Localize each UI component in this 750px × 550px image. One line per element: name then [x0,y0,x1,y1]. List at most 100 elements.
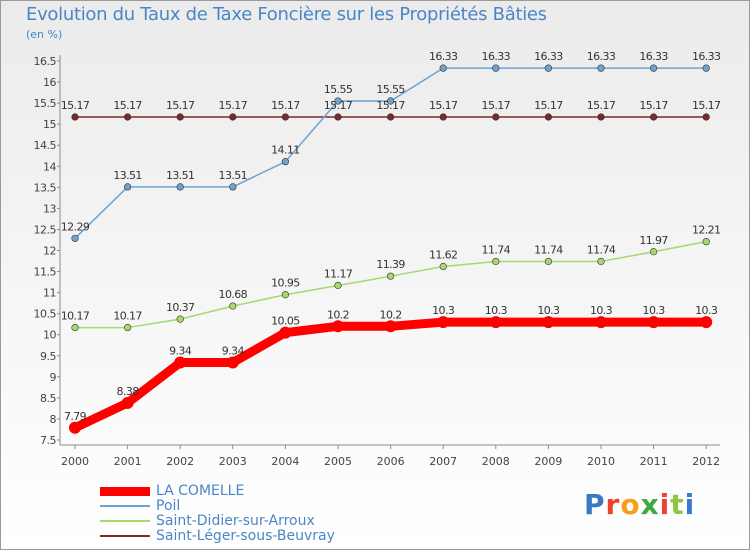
data-point [544,257,553,266]
y-tick-label: 9 [50,371,57,384]
data-point [595,316,607,329]
y-tick-label: 12 [43,245,56,258]
data-point [176,183,184,191]
data-label: 9.34 [222,345,245,358]
data-label: 10.37 [166,301,195,314]
data-point [226,356,239,369]
data-label: 13.51 [113,169,142,182]
data-point [439,113,447,121]
data-label: 15.17 [61,99,90,112]
data-point [71,234,79,242]
legend-swatch [100,535,150,537]
data-label: 15.17 [113,99,142,112]
y-tick-label: 11 [43,287,56,300]
data-label: 13.51 [219,169,248,182]
logo-letter: i [684,488,696,521]
chart-title: Evolution du Taux de Taxe Foncière sur l… [26,4,547,25]
data-label: 15.17 [639,99,668,112]
logo-letter: o [620,488,641,521]
data-point [544,113,553,121]
data-point [387,113,395,121]
data-label: 13.51 [166,169,195,182]
data-label: 10.17 [61,310,90,323]
x-tick-label: 2001 [114,455,142,468]
x-tick-label: 2010 [587,455,615,468]
data-point [492,257,500,266]
data-point [597,257,605,266]
data-label: 16.33 [692,50,721,63]
data-label: 11.17 [324,267,353,280]
x-tick-label: 2012 [692,455,720,468]
logo-letter: r [605,488,621,521]
data-label: 15.17 [482,99,511,112]
data-point [229,113,237,121]
data-point [123,323,132,332]
y-tick-label: 16 [43,76,56,89]
x-tick-label: 2007 [429,455,457,468]
data-point [334,281,342,290]
data-point [437,316,450,329]
data-point [492,113,500,121]
legend-label: LA COMELLE [156,483,245,499]
data-point [439,262,447,271]
legend-swatch [100,487,150,496]
data-label: 16.33 [482,50,511,63]
legend-swatch [100,505,150,507]
data-point [334,97,342,105]
y-tick-label: 7.5 [40,434,56,447]
data-label: 15.17 [166,99,195,112]
x-tick-label: 2009 [534,455,562,468]
data-label: 15.55 [376,83,405,96]
legend-label: Poil [156,498,181,514]
y-tick-label: 9.5 [40,350,56,363]
data-point [334,113,342,121]
data-point [649,248,658,256]
y-tick-label: 11.5 [34,266,57,279]
logo-letter: i [659,488,671,521]
data-label: 16.33 [534,50,563,63]
data-label: 10.2 [327,308,349,321]
data-point [176,113,184,121]
y-tick-label: 14 [43,160,56,173]
data-point [229,183,237,191]
x-tick-label: 2003 [219,455,247,468]
data-label: 15.17 [429,99,458,112]
data-point [123,183,132,191]
data-point [492,64,500,72]
y-tick-label: 8 [50,413,57,426]
data-point [597,64,605,72]
data-label: 11.62 [429,249,458,262]
data-label: 15.55 [324,83,353,96]
data-label: 10.3 [695,304,718,317]
data-point [384,320,397,333]
y-tick-label: 8.5 [40,392,56,405]
data-point [439,64,447,72]
data-label: 15.17 [376,99,405,112]
logo-letter: P [584,488,606,521]
data-label: 10.95 [271,277,300,290]
data-point [174,356,187,369]
series-line-0 [70,317,711,433]
data-label: 11.74 [482,243,511,256]
data-point [387,97,395,105]
data-point [281,158,290,166]
y-tick-label: 13.5 [34,181,57,194]
y-axis-unit-label: (en %) [26,28,63,41]
data-label: 10.2 [380,308,402,321]
data-label: 12.29 [61,220,90,233]
data-label: 11.74 [587,243,616,256]
data-label: 10.3 [590,304,613,317]
proxiti-logo: Proxiti [584,488,695,521]
logo-letter: x [640,488,660,521]
data-point [332,320,344,333]
y-tick-label: 12.5 [34,223,57,236]
data-point [176,315,184,323]
data-point [597,113,605,121]
x-tick-label: 2008 [482,455,510,468]
data-point [69,421,81,434]
x-tick-label: 2000 [61,455,89,468]
logo-letter: t [670,488,685,521]
data-label: 14.11 [271,144,300,157]
data-point [544,64,553,72]
